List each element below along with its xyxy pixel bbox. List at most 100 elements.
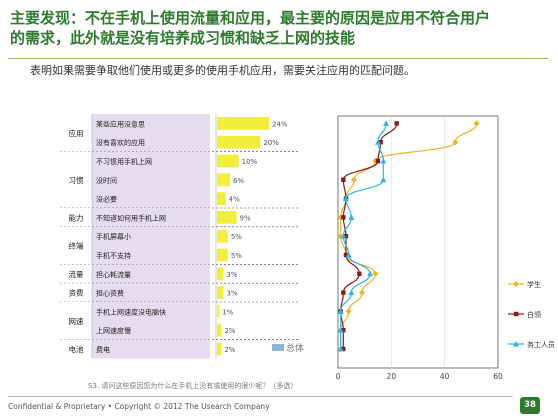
data-point bbox=[341, 346, 346, 352]
bar-value-label: 2% bbox=[224, 346, 235, 354]
legend-swatch-overall bbox=[272, 344, 284, 351]
group-item-band bbox=[92, 283, 210, 302]
bar-value-label: 5% bbox=[231, 233, 242, 241]
bar bbox=[217, 305, 220, 318]
data-point bbox=[473, 120, 480, 127]
bar bbox=[217, 117, 269, 130]
data-point bbox=[383, 120, 389, 126]
legend-label: 白领 bbox=[527, 310, 541, 319]
legend-marker bbox=[514, 311, 519, 317]
title-line-2: 的需求，此外就是没有培养成习惯和缺乏上网的技能 bbox=[10, 29, 356, 47]
data-point bbox=[359, 289, 365, 296]
data-point bbox=[452, 139, 459, 146]
plot-area bbox=[337, 115, 499, 369]
data-point bbox=[337, 308, 344, 314]
data-point bbox=[345, 308, 352, 315]
reason-label: 手机上网速度没电脑快 bbox=[96, 307, 166, 316]
group-label: 应用 bbox=[69, 128, 84, 138]
group-cell bbox=[60, 226, 92, 265]
data-point bbox=[341, 215, 346, 220]
data-point bbox=[351, 176, 357, 183]
group-label: 资费 bbox=[69, 288, 84, 298]
group-cell bbox=[60, 208, 92, 227]
bar-value-label: 3% bbox=[227, 271, 238, 279]
bar bbox=[217, 323, 222, 337]
data-point bbox=[367, 270, 373, 277]
bar-value-label: 6% bbox=[233, 177, 244, 185]
data-point bbox=[341, 290, 346, 295]
reason-label: 手机不支持 bbox=[96, 251, 131, 260]
bar-value-label: 5% bbox=[231, 252, 242, 260]
reason-label: 担心耗流量 bbox=[96, 270, 131, 279]
subtitle: 表明如果需要争取他们使用或更多的使用手机应用，需要关注应用的匹配问题。 bbox=[30, 64, 415, 77]
question-note: S3. 请问这些原因您为什么在手机上没有或使用的很少呢？（多选） bbox=[88, 382, 298, 390]
footer-rule bbox=[8, 396, 513, 397]
bar-value-label: 24% bbox=[272, 120, 288, 128]
header: 主要发现：不在手机上使用流量和应用，最主要的原因是应用不符合用户 的需求，此外就… bbox=[0, 0, 558, 55]
x-tick-label: 60 bbox=[493, 372, 503, 381]
legend-marker bbox=[513, 341, 519, 347]
bar-value-label: 1% bbox=[222, 308, 233, 316]
reason-label: 上网速度慢 bbox=[96, 326, 131, 335]
data-point bbox=[380, 176, 387, 183]
group-label: 电池 bbox=[69, 344, 84, 354]
group-item-band bbox=[92, 151, 210, 208]
bar bbox=[217, 267, 224, 281]
group-item-band bbox=[92, 339, 210, 359]
legend-label: 务工人员 bbox=[527, 340, 555, 349]
reason-label: 费电 bbox=[96, 345, 110, 354]
page-number: 38 bbox=[520, 397, 540, 414]
bar-value-label: 4% bbox=[229, 196, 240, 204]
bar bbox=[217, 192, 226, 205]
group-cell bbox=[60, 302, 92, 340]
data-point bbox=[337, 346, 344, 352]
data-point bbox=[394, 121, 399, 126]
data-point bbox=[348, 289, 355, 296]
x-tick-label: 0 bbox=[336, 372, 341, 381]
group-cell bbox=[60, 151, 92, 208]
data-point bbox=[345, 252, 352, 258]
group-cell bbox=[60, 339, 92, 359]
data-point bbox=[341, 328, 346, 333]
title-rule bbox=[8, 58, 548, 59]
legend-marker bbox=[513, 281, 519, 287]
data-point bbox=[372, 158, 379, 164]
data-point bbox=[337, 327, 344, 333]
data-point bbox=[375, 139, 381, 145]
group-cell bbox=[60, 264, 92, 284]
data-point bbox=[357, 271, 362, 276]
bar-value-label: 2% bbox=[224, 327, 235, 335]
group-label: 能力 bbox=[69, 212, 84, 222]
group-item-band bbox=[92, 226, 210, 265]
group-label: 流量 bbox=[69, 269, 84, 279]
reason-label: 不习惯用手机上网 bbox=[96, 157, 152, 166]
reason-table-chart: 应用 某些应用没意思 24% 没有喜欢的应用 20% 习惯 不习惯用手机上网 10% 没时间 6%… bbox=[60, 114, 304, 359]
data-point bbox=[343, 195, 349, 202]
data-point bbox=[372, 270, 379, 277]
group-label: 网速 bbox=[69, 317, 84, 326]
bar-value-label: 10% bbox=[242, 158, 258, 166]
bar bbox=[217, 248, 228, 262]
title-line-1: 主要发现：不在手机上使用流量和应用，最主要的原因是应用不符合用户 bbox=[10, 9, 491, 27]
bar bbox=[217, 229, 228, 243]
bar-value-label: 3% bbox=[227, 290, 238, 298]
data-point bbox=[343, 252, 349, 258]
group-item-band bbox=[92, 264, 210, 284]
legend-label: 学生 bbox=[527, 280, 541, 289]
group-item-band bbox=[92, 208, 210, 227]
reason-label: 担心资费 bbox=[96, 289, 124, 298]
footer-copyright: Confidential & Proprietary • Copyright ©… bbox=[8, 402, 270, 411]
reason-label: 没必要 bbox=[96, 195, 117, 204]
reason-label: 手机屏幕小 bbox=[96, 232, 131, 241]
bar bbox=[217, 286, 224, 299]
reason-label: 没时间 bbox=[96, 176, 117, 185]
data-point bbox=[348, 214, 355, 220]
group-label: 习惯 bbox=[69, 175, 84, 185]
group-item-band bbox=[92, 302, 210, 340]
x-tick-label: 20 bbox=[387, 372, 397, 381]
bar-value-label: 20% bbox=[263, 139, 279, 147]
data-point bbox=[378, 140, 383, 145]
bar bbox=[217, 173, 230, 187]
bar-value-label: 9% bbox=[240, 214, 251, 222]
